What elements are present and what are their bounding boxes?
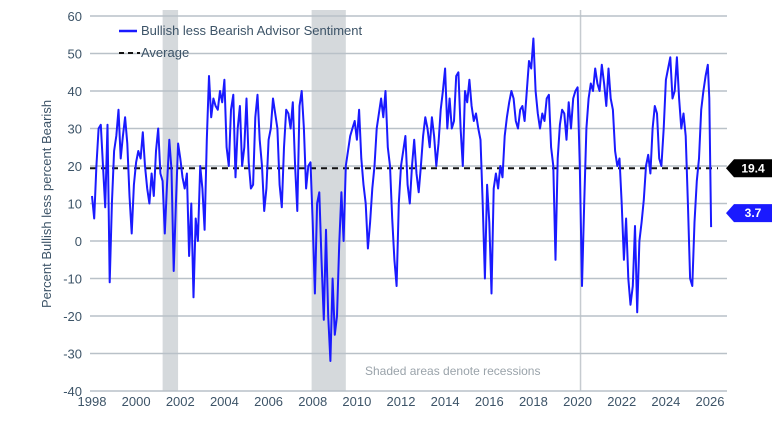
last-value-tag: 3.7: [726, 204, 772, 223]
legend: Bullish less Bearish Advisor Sentiment A…: [119, 23, 362, 60]
y-tick-label: -20: [63, 309, 82, 324]
average-value-tag: 19.4: [726, 159, 772, 178]
x-tick-label: 2018: [519, 394, 548, 409]
y-tick-label: 20: [68, 159, 82, 174]
x-tick-label: 2022: [607, 394, 636, 409]
x-tick-label: 2026: [696, 394, 725, 409]
last-value-label: 3.7: [745, 206, 762, 220]
y-tick-label: 30: [68, 122, 82, 137]
x-tick-label: 2004: [210, 394, 239, 409]
x-tick-label: 2020: [563, 394, 592, 409]
x-tick-label: 2006: [254, 394, 283, 409]
gridlines: [90, 15, 727, 392]
x-tick-label: 2014: [431, 394, 460, 409]
y-tick-label: -10: [63, 272, 82, 287]
recession-note: Shaded areas denote recessions: [365, 364, 540, 378]
y-tick-label: 10: [68, 197, 82, 212]
x-tick-label: 2024: [651, 394, 680, 409]
y-axis-label: Percent Bullish less percent Bearish: [39, 100, 54, 308]
average-value-label: 19.4: [741, 161, 765, 175]
x-tick-label: 2016: [475, 394, 504, 409]
x-tick-label: 2012: [387, 394, 416, 409]
x-tick-label: 2000: [122, 394, 151, 409]
legend-series-label: Bullish less Bearish Advisor Sentiment: [141, 23, 362, 38]
legend-average-label: Average: [141, 45, 189, 60]
y-tick-label: 60: [68, 9, 82, 24]
y-tick-label: 50: [68, 47, 82, 62]
y-tick-label: -30: [63, 347, 82, 362]
x-tick-label: 1998: [78, 394, 107, 409]
y-tick-label: -40: [63, 384, 82, 399]
y-tick-label: 40: [68, 84, 82, 99]
y-tick-label: 0: [75, 234, 82, 249]
x-tick-label: 2008: [298, 394, 327, 409]
recession-band: [162, 10, 179, 391]
x-axis-ticks: 1998 2000 2002 2004 2006 2008 2010 2012 2014 2016…: [78, 394, 725, 409]
x-tick-label: 2002: [166, 394, 195, 409]
x-tick-label: 2010: [342, 394, 371, 409]
sentiment-series-line: [91, 37, 713, 362]
y-axis-ticks: 60 50 40 30 20 10 0 -10 -20 -30 -40: [63, 9, 82, 399]
